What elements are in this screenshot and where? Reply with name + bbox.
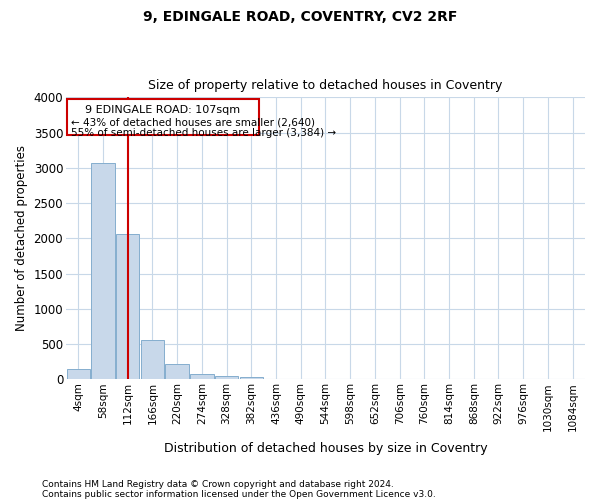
Bar: [190, 374, 214, 380]
Y-axis label: Number of detached properties: Number of detached properties: [15, 146, 28, 332]
Text: 55% of semi-detached houses are larger (3,384) →: 55% of semi-detached houses are larger (…: [71, 128, 336, 138]
X-axis label: Distribution of detached houses by size in Coventry: Distribution of detached houses by size …: [164, 442, 487, 455]
Text: ← 43% of detached houses are smaller (2,640): ← 43% of detached houses are smaller (2,…: [71, 117, 315, 127]
Bar: [141, 340, 164, 380]
Bar: [166, 364, 189, 380]
FancyBboxPatch shape: [67, 98, 259, 136]
Bar: [91, 163, 115, 380]
Bar: [67, 369, 90, 380]
Text: 9 EDINGALE ROAD: 107sqm: 9 EDINGALE ROAD: 107sqm: [85, 105, 241, 115]
Text: 9, EDINGALE ROAD, COVENTRY, CV2 2RF: 9, EDINGALE ROAD, COVENTRY, CV2 2RF: [143, 10, 457, 24]
Bar: [239, 378, 263, 380]
Text: Contains public sector information licensed under the Open Government Licence v3: Contains public sector information licen…: [42, 490, 436, 499]
Title: Size of property relative to detached houses in Coventry: Size of property relative to detached ho…: [148, 79, 503, 92]
Bar: [116, 234, 139, 380]
Text: Contains HM Land Registry data © Crown copyright and database right 2024.: Contains HM Land Registry data © Crown c…: [42, 480, 394, 489]
Bar: [215, 376, 238, 380]
